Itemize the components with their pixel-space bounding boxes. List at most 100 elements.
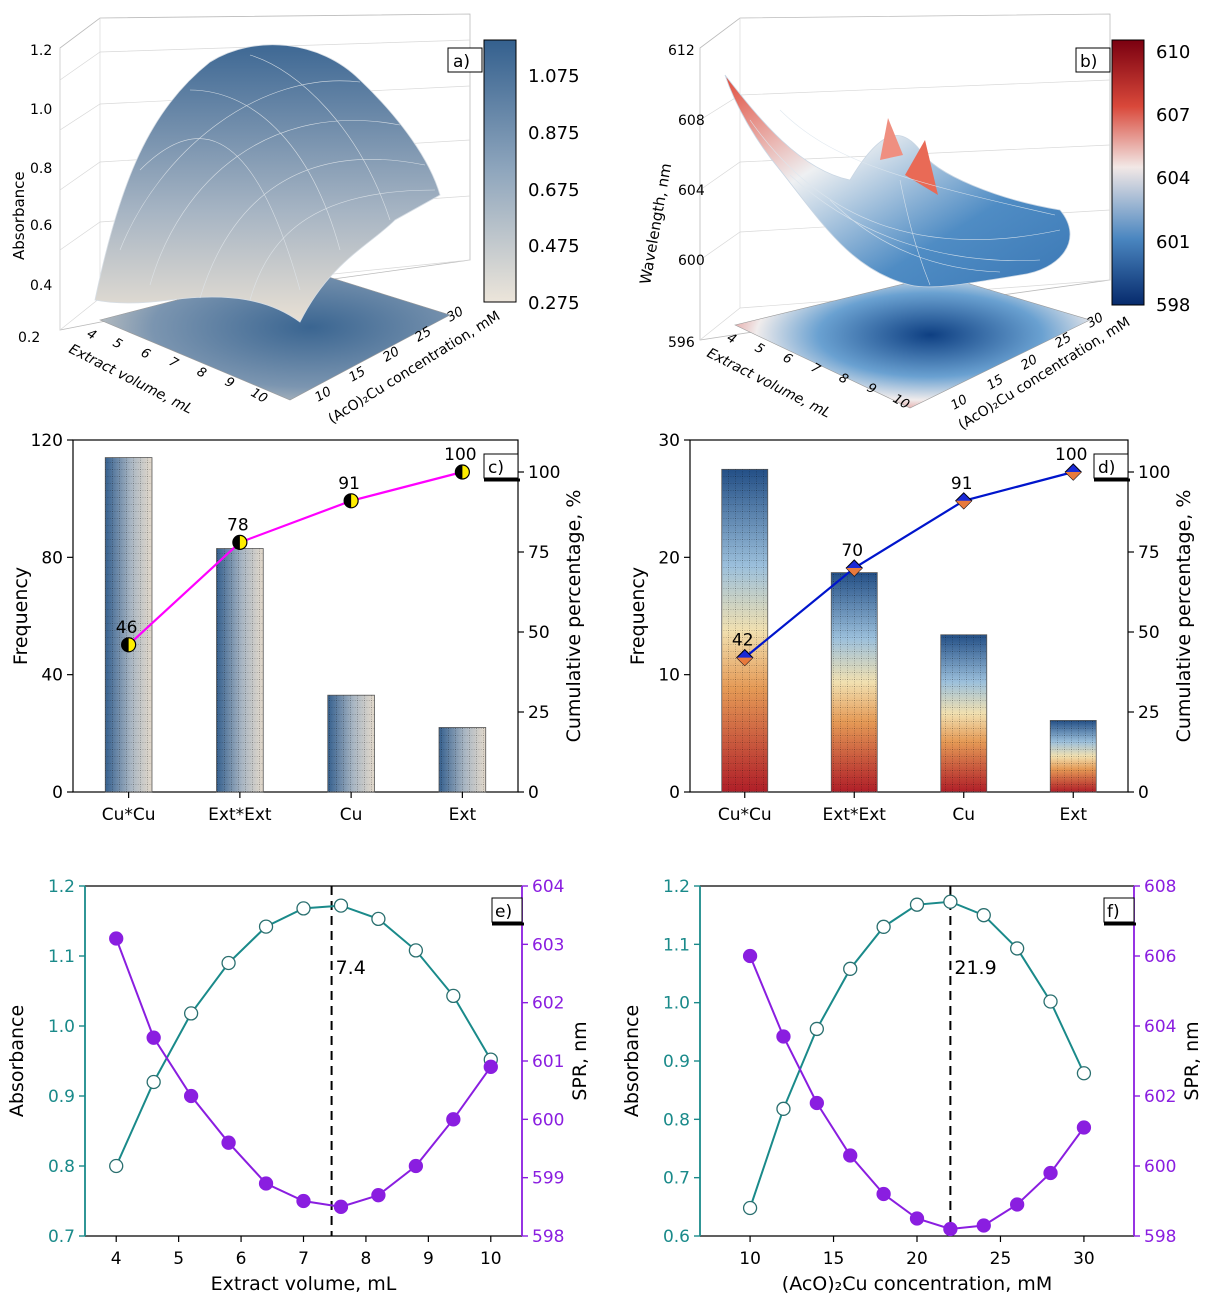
y2-axis-label: Cumulative percentage, % (563, 490, 585, 743)
x-tick-label: Ext*Ext (208, 805, 272, 825)
za-tick-4: 1.0 (30, 102, 52, 118)
cumulative-label: 91 (951, 474, 973, 494)
spr-point (909, 1211, 925, 1226)
za-tick-2: 0.6 (30, 218, 52, 234)
optimum-label: 21.9 (954, 957, 996, 979)
za-tick-0: 0.2 (18, 330, 40, 346)
xa-tick-2: 6 (138, 345, 153, 362)
x-tick-label: 7 (298, 1249, 309, 1269)
bar-hatch (439, 727, 486, 792)
cumulative-point-half (955, 500, 972, 509)
colorbar-b (1111, 39, 1145, 306)
y2-tick-label: 606 (1144, 947, 1176, 967)
x-tick-label: 30 (1073, 1249, 1095, 1269)
bar-hatch (940, 634, 987, 792)
y2-axis-label: Cumulative percentage, % (1173, 490, 1195, 743)
cba-tick-0: 1.075 (528, 66, 580, 87)
y-tick-label: 0 (669, 783, 680, 803)
cumulative-label: 100 (1055, 445, 1087, 465)
panel-label: c) (488, 458, 504, 478)
y-tick-label: 1.2 (48, 877, 75, 897)
y2-tick-label: 608 (1144, 877, 1176, 897)
xa-tick-5: 9 (222, 374, 237, 391)
cumulative-point-half (846, 568, 863, 576)
xb-tick-1: 5 (752, 340, 767, 357)
xb-tick-2: 6 (780, 350, 795, 367)
spr-point (1043, 1165, 1058, 1181)
spr-point (146, 1030, 161, 1045)
absorbance-point (408, 943, 424, 958)
spr-point (408, 1158, 424, 1174)
absorbance-point (742, 1200, 758, 1216)
y-tick-label: 0.6 (663, 1227, 690, 1247)
y2-tick-label: 603 (532, 935, 564, 955)
y2-tick-label: 50 (528, 623, 550, 643)
panel-label-box (1093, 453, 1129, 479)
surface-panel-b: 596 600 604 608 612 Wavelength, nm 4 5 6… (636, 13, 1190, 433)
x-tick-label: Cu*Cu (718, 805, 772, 825)
cbb-tick-3: 601 (1156, 232, 1190, 253)
y-tick-label: 80 (41, 548, 63, 568)
ya-tick-4: 30 (445, 304, 467, 325)
y-tick-label: 40 (41, 666, 63, 686)
y-tick-label: 0 (52, 783, 63, 803)
za-label: Absorbance (10, 171, 28, 260)
y2-tick-label: 75 (1138, 543, 1160, 563)
bar-hatch (216, 548, 264, 792)
y-tick-label: 120 (31, 431, 63, 451)
xb-tick-3: 7 (808, 360, 823, 377)
optimum-label: 7.4 (336, 957, 366, 979)
y2-tick-label: 600 (532, 1110, 564, 1130)
x-tick-label: 5 (173, 1249, 184, 1269)
spr-point (109, 931, 124, 946)
bar-hatch (1050, 720, 1097, 792)
absorbance-point (776, 1101, 791, 1116)
spr-point (183, 1088, 199, 1104)
yb-tick-2: 20 (1019, 352, 1041, 373)
absorbance-point (258, 919, 274, 934)
cumulative-point-half (455, 465, 463, 479)
spr-point (296, 1193, 311, 1209)
y-axis-label: Frequency (10, 567, 32, 665)
spr-point (1010, 1197, 1025, 1212)
y-tick-label: 0.8 (663, 1110, 690, 1130)
cumulative-point-half (344, 493, 352, 508)
y-axis-label: Absorbance (621, 1005, 643, 1117)
line-panel-f: 10 15 20 25 30 0.6 0.7 0.8 0.9 1.0 1.1 1.2 598 600 602… (621, 877, 1203, 1295)
yb-tick-4: 30 (1085, 310, 1107, 331)
absorbance-point (371, 911, 386, 927)
zb-tick-0: 596 (668, 335, 695, 351)
absorbance-point (909, 897, 925, 912)
y-tick-label: 0.7 (48, 1227, 75, 1247)
y2-tick-label: 600 (1144, 1157, 1176, 1177)
cumulative-point-half (121, 637, 129, 652)
spr-point (876, 1186, 891, 1202)
x-tick-label: 8 (361, 1249, 372, 1269)
zb-tick-1: 600 (678, 253, 705, 269)
y-tick-label: 0.8 (48, 1157, 75, 1177)
x-tick-label: 6 (236, 1249, 247, 1269)
cba-tick-2: 0.675 (528, 180, 580, 201)
cumulative-label: 46 (116, 618, 138, 638)
y2-tick-label: 604 (532, 877, 564, 897)
y2-tick-label: 0 (528, 783, 539, 803)
absorbance-point (333, 898, 349, 913)
y-axis-label: Frequency (627, 567, 649, 665)
y2-tick-label: 602 (1144, 1087, 1176, 1107)
spr-point (976, 1218, 991, 1233)
spr-point (483, 1059, 498, 1074)
bar-hatch (721, 469, 768, 792)
spr-point (258, 1176, 274, 1191)
y2-tick-label: 0 (1138, 783, 1149, 803)
plot-frame (72, 439, 519, 793)
y-axis-label: Absorbance (6, 1005, 28, 1117)
za-tick-3: 0.8 (30, 161, 52, 177)
zb-tick-2: 604 (678, 183, 705, 199)
spr-point (809, 1095, 824, 1111)
absorbance-point (446, 988, 461, 1004)
spr-line (115, 938, 492, 1208)
y2-tick-label: 75 (528, 543, 550, 563)
cbb-tick-1: 607 (1156, 105, 1190, 126)
cumulative-label: 100 (444, 445, 476, 465)
cumulative-line (127, 470, 463, 646)
